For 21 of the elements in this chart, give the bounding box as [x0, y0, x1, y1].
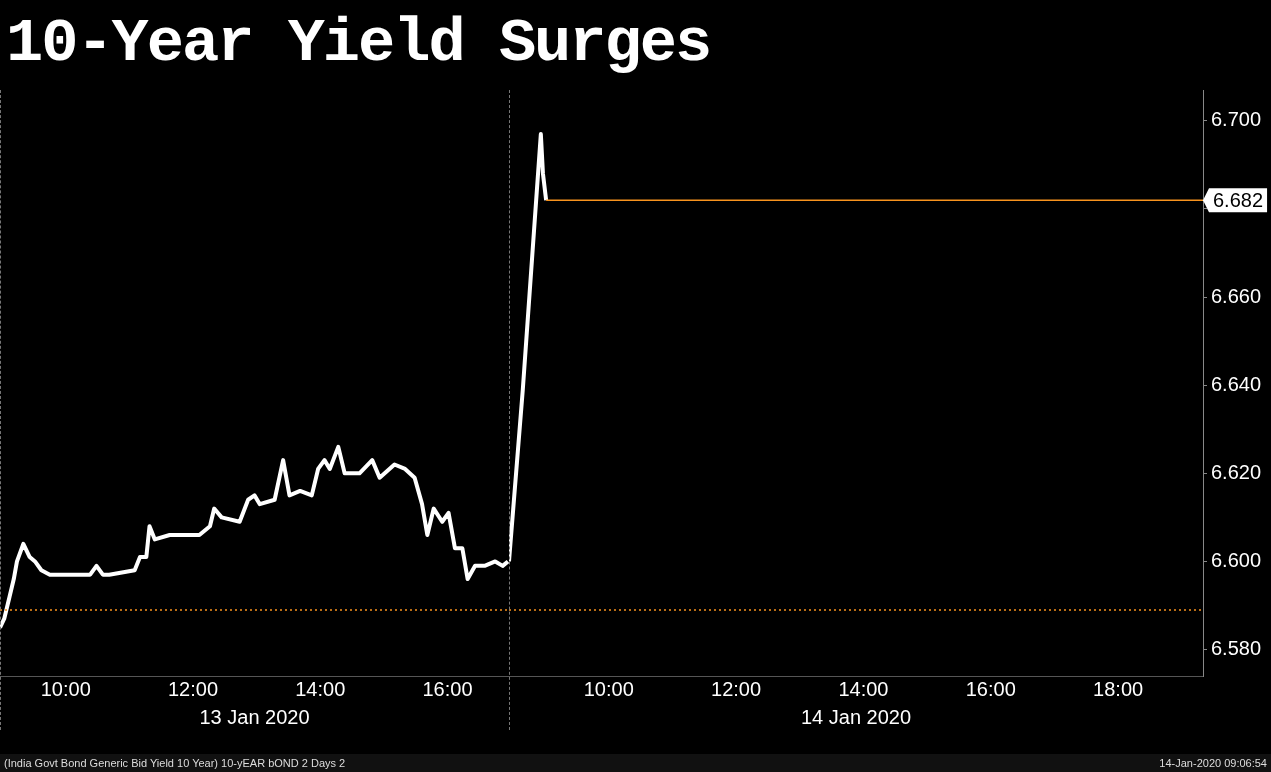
x-tick-label: 12:00	[711, 677, 762, 700]
x-tick-label: 16:00	[422, 677, 473, 700]
y-tick-label: 6.660	[1211, 284, 1262, 307]
x-tick-label: 12:00	[167, 677, 219, 700]
text: (India Govt Bond Generic Bid Yield 10 Year) 10-yEAR bOND 2 Days 2	[4, 757, 346, 769]
y-tick-label: 6.600	[1211, 548, 1262, 571]
x-tick-label: 16:00	[965, 677, 1016, 700]
x-tick-label: 14:00	[838, 677, 889, 700]
y-tick-label: 6.700	[1211, 108, 1262, 131]
y-tick-label: 6.640	[1211, 372, 1262, 395]
y-tick-label: 6.580	[1211, 637, 1262, 660]
text: 14-Jan-2020 09:06:54	[1159, 757, 1267, 769]
x-tick-label: 14:00	[295, 677, 346, 700]
y-tick-label: 6.620	[1211, 460, 1262, 483]
x-tick-label: 18:00	[1093, 677, 1144, 700]
x-axis-title: 13 Jan 2020	[199, 705, 310, 728]
ref-line-label: 6.682	[1213, 188, 1264, 211]
x-axis-title: 14 Jan 2020	[800, 705, 912, 728]
chart-title: 10-Year Yield Surges	[6, 7, 711, 81]
x-tick-label: 10:00	[40, 677, 91, 700]
x-tick-label: 10:00	[583, 677, 634, 700]
